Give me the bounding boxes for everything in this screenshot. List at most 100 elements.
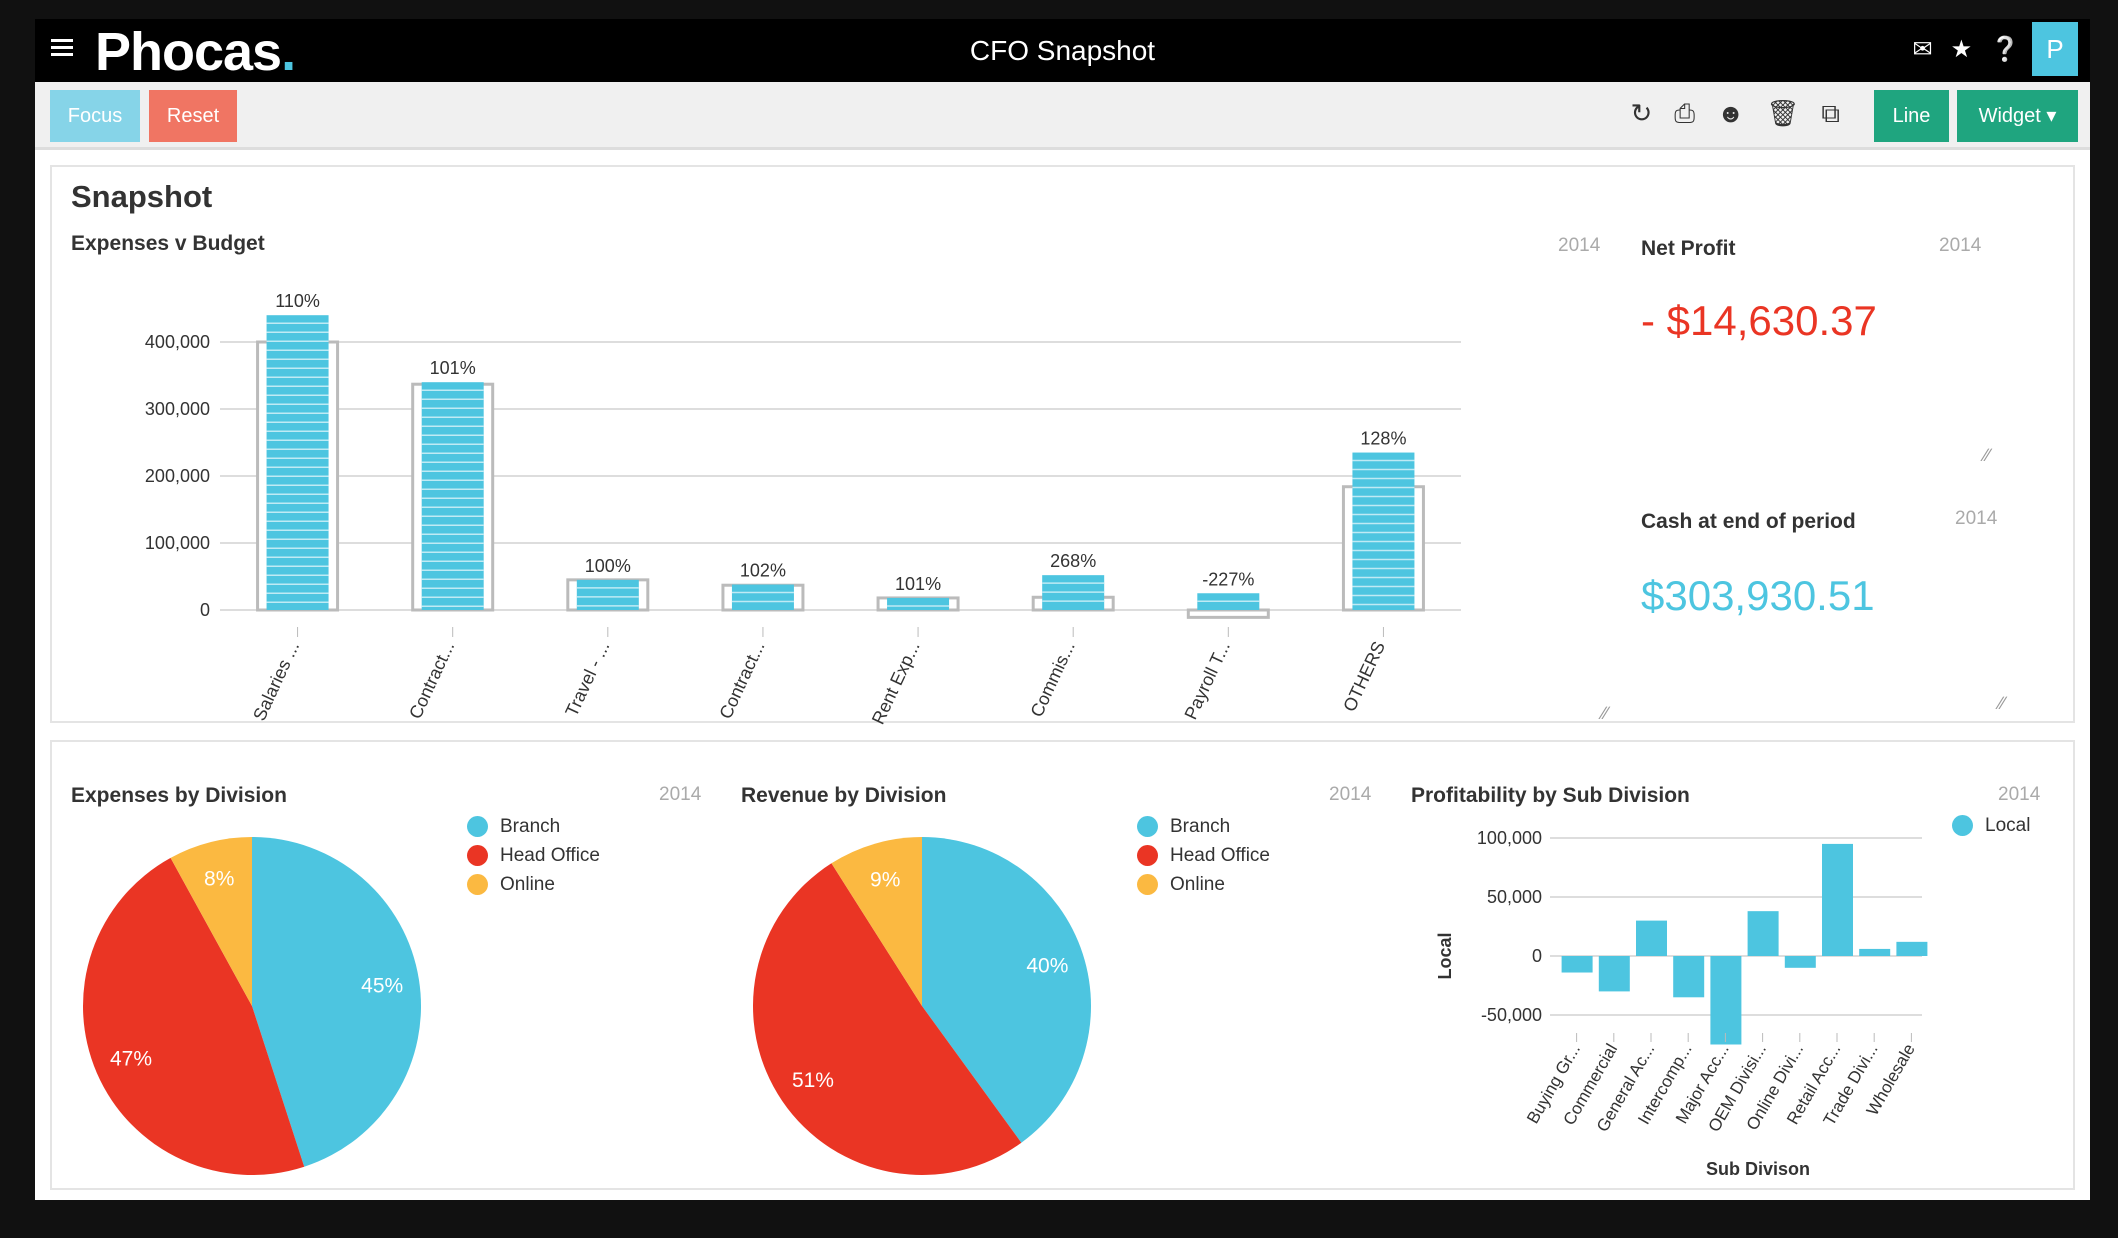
profit-bar: [1896, 941, 1928, 956]
legend-dot-icon: [467, 845, 488, 866]
profit-bar: [1598, 956, 1630, 992]
actual-bar: [576, 579, 639, 610]
legend-item[interactable]: Online: [1137, 870, 1270, 899]
top-bar: Phocas. CFO Snapshot ✉ ★ ❔ P: [35, 19, 2090, 82]
y-tick-label: 0: [1532, 946, 1542, 966]
cash-label: Cash at end of period: [1641, 510, 1856, 533]
legend-label: Local: [1985, 814, 2031, 836]
legend-label: Branch: [500, 815, 561, 837]
division-charts: 45% 47% 8% 40% 51% 9% -50,000 0 50,000 100,000 Loc…: [82, 828, 1928, 1179]
legend-dot-icon: [1137, 845, 1158, 866]
legend-item[interactable]: Local: [1952, 811, 2030, 840]
y-tick-label: 0: [200, 600, 210, 620]
toolbar: Focus Reset ↻ ⎙ ☻ 🗑 ⧉ Line Widget ▾: [35, 82, 2090, 150]
actual-bar: [266, 315, 329, 610]
resize-handle-icon[interactable]: ∕∕: [1984, 445, 1991, 465]
pie-label: 51%: [792, 1069, 834, 1092]
profit-bar: [1822, 843, 1853, 956]
page-title: CFO Snapshot: [969, 35, 1156, 66]
legend-label: Head Office: [500, 844, 600, 866]
x-tick-label: Contract...: [715, 638, 768, 722]
trash-icon[interactable]: 🗑: [1766, 98, 1800, 128]
cash-value: $303,930.51: [1641, 572, 1875, 619]
pie-slice: [922, 837, 1091, 1143]
net-profit-value: - $14,630.37: [1641, 297, 1877, 344]
legend-dot-icon: [1137, 816, 1158, 837]
widget-dropdown-button[interactable]: Widget ▾: [1957, 90, 2078, 142]
resize-handle-icon[interactable]: ∕∕: [1602, 703, 1609, 723]
snapshot-title: Snapshot: [71, 179, 213, 214]
legend-item[interactable]: Branch: [1137, 812, 1270, 841]
data-label: 128%: [1360, 429, 1406, 449]
refresh-icon[interactable]: ↻: [1630, 98, 1653, 128]
data-label: 110%: [275, 291, 320, 311]
star-icon[interactable]: ★: [1950, 36, 1973, 63]
legend-dot-icon: [467, 816, 488, 837]
legend-label: Branch: [1170, 815, 1231, 837]
print-icon[interactable]: ⎙: [1674, 98, 1696, 128]
reset-button[interactable]: Reset: [149, 90, 237, 142]
y-tick-label: 100,000: [145, 533, 210, 553]
help-icon[interactable]: ❔: [1990, 36, 2020, 63]
legend-label: Online: [1170, 873, 1225, 895]
revenue-division-year: 2014: [1329, 784, 1372, 805]
legend-dot-icon: [467, 874, 488, 895]
legend-item[interactable]: Online: [467, 870, 600, 899]
net-profit-year: 2014: [1939, 235, 1982, 256]
share-users-icon[interactable]: ☻: [1717, 98, 1745, 128]
profit-bar: [1710, 956, 1742, 1045]
legend-label: Head Office: [1170, 844, 1270, 866]
copy-icon[interactable]: ⧉: [1821, 98, 1840, 128]
pie-label: 45%: [361, 974, 403, 997]
avatar[interactable]: P: [2032, 22, 2078, 76]
y-tick-label: 400,000: [145, 332, 210, 352]
logo-text: Phocas: [95, 22, 282, 82]
app-window: Phocas. CFO Snapshot ✉ ★ ❔ P Focus Reset…: [35, 19, 2090, 1200]
resize-handle-icon[interactable]: ∕∕: [1999, 693, 2006, 713]
expenses-budget-title: Expenses v Budget: [71, 232, 265, 255]
y-tick-label: 100,000: [1477, 828, 1542, 848]
profitability-year: 2014: [1998, 784, 2041, 805]
pie-label: 9%: [870, 868, 900, 891]
pie-slice: [82, 857, 305, 1175]
chat-icon[interactable]: ✉: [1912, 36, 1933, 63]
pie-label: 40%: [1026, 954, 1068, 977]
x-tick-label: Salaries ...: [249, 638, 303, 724]
actual-bar: [731, 584, 794, 610]
profit-bar: [1784, 956, 1816, 968]
pie-slice: [831, 837, 922, 1006]
line-button[interactable]: Line: [1874, 90, 1949, 142]
legend-dot-icon: [1137, 874, 1158, 895]
expenses-division-year: 2014: [659, 784, 702, 805]
data-label: -227%: [1202, 569, 1254, 589]
expenses-budget-year: 2014: [1558, 235, 1601, 256]
phocas-logo[interactable]: Phocas.: [95, 22, 296, 82]
menu-icon[interactable]: [51, 39, 73, 57]
cash-year: 2014: [1955, 508, 1998, 529]
legend-item[interactable]: Head Office: [467, 841, 600, 870]
profitability-title: Profitability by Sub Division: [1411, 784, 1690, 807]
y-tick-label: 300,000: [145, 399, 210, 419]
data-label: 100%: [585, 556, 631, 576]
profit-bar: [1747, 911, 1779, 956]
revenue-division-title: Revenue by Division: [741, 784, 947, 807]
legend-item[interactable]: Head Office: [1137, 841, 1270, 870]
y-tick-label: 200,000: [145, 466, 210, 486]
expenses-division-title: Expenses by Division: [71, 784, 287, 807]
divisions-panel: Expenses by Division 2014 Revenue by Div…: [50, 740, 2075, 1190]
snapshot-panel: Snapshot Expenses v Budget 2014 Net Prof…: [50, 165, 2075, 725]
actual-bar: [421, 382, 484, 610]
net-profit-label: Net Profit: [1641, 237, 1736, 260]
profit-bar: [1636, 920, 1667, 956]
actual-bar: [887, 597, 950, 610]
data-label: 101%: [895, 574, 941, 594]
data-label: 102%: [740, 561, 786, 581]
y-tick-label: 50,000: [1487, 887, 1542, 907]
expenses-budget-chart: 0 100,000 200,000 300,000 400,000 110% Salarie…: [145, 291, 1461, 725]
focus-button[interactable]: Focus: [50, 90, 140, 142]
revenue-legend: Branch Head Office Online: [1137, 812, 1270, 899]
x-tick-label: OTHERS: [1339, 638, 1389, 714]
x-tick-label: Rent Exp...: [868, 638, 924, 725]
pie-slice: [170, 837, 252, 1006]
legend-item[interactable]: Branch: [467, 812, 600, 841]
